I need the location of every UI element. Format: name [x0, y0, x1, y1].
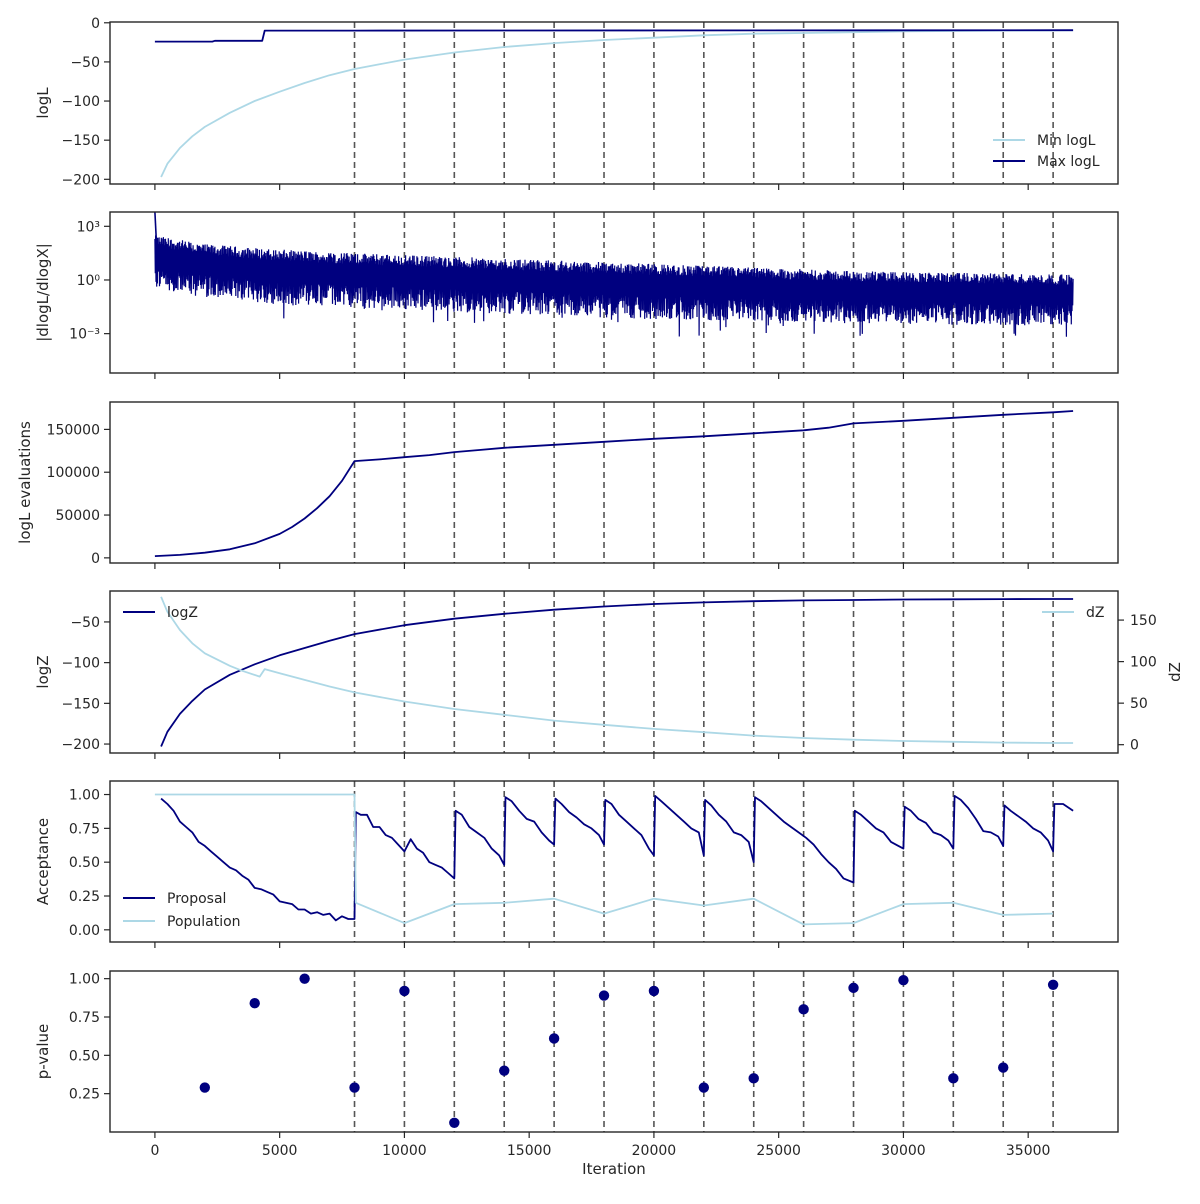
pvalue-point-13 — [848, 982, 859, 994]
ytick-label-acceptance-1: 0.75 — [69, 821, 100, 837]
series-dlogl-spike — [154, 211, 159, 263]
legend-label-max-logl: Max logL — [1037, 154, 1100, 170]
ytick-label-evals-2: 100000 — [47, 465, 100, 481]
ytick-label-logz-0: −50 — [70, 615, 100, 631]
ytick-label-logl-0: 0 — [91, 16, 100, 32]
y2tick-label-0: 0 — [1130, 738, 1139, 754]
ylabel-logl: logL — [34, 87, 52, 119]
pvalue-point-4 — [399, 985, 410, 997]
ytick-label-pvalue-1: 0.75 — [69, 1010, 100, 1026]
pvalue-point-5 — [449, 1117, 460, 1129]
pvalue-point-0 — [199, 1082, 211, 1093]
ylabel-dlogl: |dlogL/dlogX| — [34, 243, 52, 342]
ylabel-evals: logL evaluations — [16, 421, 34, 544]
pvalue-point-14 — [898, 975, 909, 986]
xtick-label-5: 25000 — [756, 1143, 801, 1159]
ytick-label-acceptance-2: 0.50 — [69, 855, 100, 871]
panel-evals: 0 50000 100000 150000 logL evaluations — [16, 401, 1119, 569]
ytick-label-logl-3: −150 — [62, 133, 100, 149]
y2tick-label-1: 50 — [1130, 696, 1148, 712]
panel-logz: −50 −100 −150 −200 logZ 0 50 100 150 dZ logZ dZ — [34, 590, 1184, 759]
pvalue-point-3 — [349, 1082, 360, 1093]
series-dlogl-noise — [154, 235, 1074, 337]
legend-label-dz: dZ — [1086, 605, 1104, 621]
xtick-label-4: 20000 — [632, 1143, 677, 1159]
ytick-label-evals-1: 50000 — [55, 508, 100, 524]
ylabel-logz: logZ — [34, 655, 52, 688]
panel-frame-acceptance — [109, 780, 1119, 943]
panel-frame-logz — [109, 590, 1119, 754]
pvalue-point-16 — [998, 1062, 1009, 1073]
series-acceptance-proposal — [160, 795, 1074, 922]
ytick-label-acceptance-4: 0.00 — [69, 923, 100, 939]
series-logl-max-logl — [154, 29, 1074, 43]
legend-label-logz: logZ — [167, 605, 198, 621]
pvalue-point-9 — [648, 985, 660, 997]
pvalue-point-8 — [598, 990, 610, 1001]
xtick-label-1: 5000 — [262, 1143, 298, 1159]
pvalue-point-10 — [698, 1082, 710, 1093]
pvalue-point-15 — [948, 1073, 959, 1084]
xtick-label-7: 35000 — [1006, 1143, 1051, 1159]
panel-frame-evals — [109, 401, 1119, 564]
ytick-label-pvalue-0: 1.00 — [69, 972, 100, 988]
panel-frame-dlogl — [109, 211, 1119, 374]
pvalue-point-17 — [1047, 979, 1059, 990]
panel-frame-pvalue — [109, 970, 1119, 1133]
ylabel-pvalue: p-value — [34, 1024, 52, 1080]
ytick-label-acceptance-3: 0.25 — [69, 889, 100, 905]
pvalue-point-7 — [548, 1033, 560, 1044]
ytick-label-logz-3: −200 — [62, 737, 100, 753]
legend-label-min-logl: Min logL — [1037, 133, 1096, 149]
pvalue-point-12 — [798, 1004, 809, 1015]
pvalue-point-6 — [499, 1065, 510, 1076]
series-logz-dz — [160, 596, 1074, 744]
xtick-label-3: 15000 — [507, 1143, 552, 1159]
panel-dlogl: 10³ 10⁰ 10⁻³ |dlogL/dlogX| — [34, 211, 1119, 379]
pvalue-point-1 — [249, 998, 260, 1009]
y2label: dZ — [1166, 662, 1184, 682]
panel-logl: 0 −50 −100 −150 −200 logL Min logL Max logL — [34, 16, 1119, 190]
ytick-label-logz-2: −150 — [62, 696, 100, 712]
xlabel: Iteration — [582, 1160, 646, 1178]
series-logl-min-logl — [160, 29, 1074, 178]
pvalue-point-2 — [299, 973, 310, 984]
ylabel-acceptance: Acceptance — [34, 818, 52, 905]
series-evals-0 — [154, 410, 1074, 557]
xtick-label-2: 10000 — [382, 1143, 427, 1159]
pvalue-point-11 — [748, 1073, 759, 1084]
legend-label-population: Population — [167, 914, 241, 930]
ytick-label-dlogl-2: 10⁻³ — [69, 327, 100, 343]
ytick-label-evals-3: 150000 — [47, 422, 100, 438]
panel-frame-logl — [109, 21, 1119, 185]
ytick-label-logz-1: −100 — [62, 656, 100, 672]
y2tick-label-2: 100 — [1130, 655, 1157, 671]
xtick-label-0: 0 — [150, 1143, 159, 1159]
ytick-label-logl-1: −50 — [70, 55, 100, 71]
panel-pvalue: 1.00 0.75 0.50 0.25 p-value 0 5000 10000 15000 20… — [34, 970, 1119, 1178]
series-logz-logz — [160, 598, 1074, 747]
ytick-label-logl-4: −200 — [62, 172, 100, 188]
series-acceptance-population — [154, 793, 1054, 926]
y2tick-label-3: 150 — [1130, 613, 1157, 629]
ytick-label-dlogl-0: 10³ — [77, 219, 100, 235]
ytick-label-pvalue-3: 0.25 — [69, 1087, 100, 1103]
xtick-label-6: 30000 — [881, 1143, 926, 1159]
ytick-label-evals-0: 0 — [91, 551, 100, 567]
legend-label-proposal: Proposal — [167, 891, 226, 907]
ytick-label-acceptance-0: 1.00 — [69, 788, 100, 804]
panel-acceptance: 1.00 0.75 0.50 0.25 0.00 Acceptance Proposal Po… — [34, 780, 1119, 948]
ytick-label-logl-2: −100 — [62, 94, 100, 110]
ytick-label-pvalue-2: 0.50 — [69, 1048, 100, 1064]
ytick-label-dlogl-1: 10⁰ — [77, 273, 101, 289]
